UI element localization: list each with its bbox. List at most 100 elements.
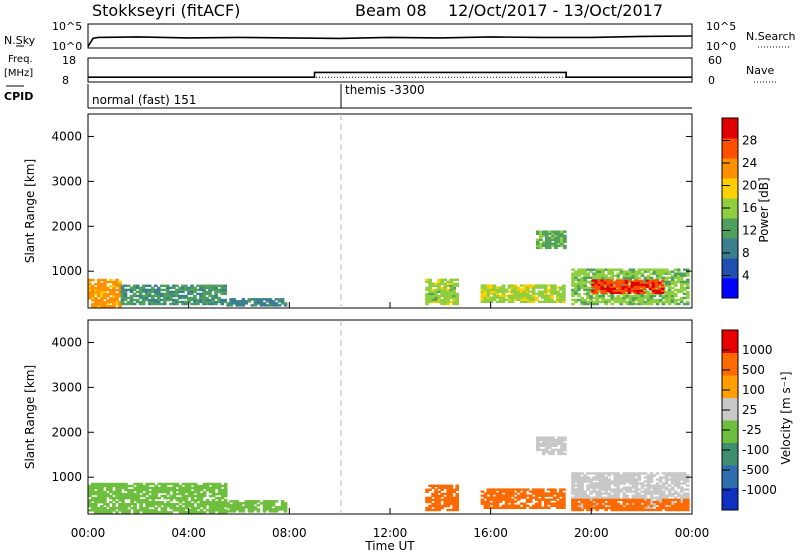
heatmap-cell	[583, 270, 587, 273]
heatmap-cell	[649, 494, 654, 497]
heatmap-cell	[613, 504, 618, 508]
heatmap-cell	[452, 502, 456, 506]
heatmap-cell	[163, 298, 167, 302]
heatmap-cell	[166, 298, 170, 302]
heatmap-cell	[175, 300, 179, 304]
heatmap-cell	[580, 494, 584, 497]
heatmap-cell	[646, 498, 651, 502]
colorbar-swatch	[722, 178, 738, 199]
heatmap-cell	[640, 482, 645, 485]
heatmap-cell	[601, 502, 605, 505]
heatmap-cell	[184, 300, 188, 304]
heatmap-cell	[123, 292, 128, 296]
heatmap-cell	[639, 281, 644, 284]
cpid-mode-normal: normal (fast) 151	[92, 93, 196, 107]
heatmap-cell	[545, 244, 549, 248]
heatmap-cell	[589, 288, 593, 292]
heatmap-cell	[169, 507, 174, 510]
heatmap-cell	[673, 480, 678, 483]
heatmap-cell	[622, 472, 627, 475]
heatmap-cell	[580, 270, 584, 273]
heatmap-cell	[643, 496, 648, 499]
heatmap-cell	[604, 488, 608, 491]
heatmap-cell	[625, 472, 630, 475]
heatmap-cell	[607, 298, 611, 302]
heatmap-cell	[106, 299, 110, 302]
heatmap-cell	[166, 503, 171, 506]
heatmap-cell	[223, 511, 228, 514]
heatmap-cell	[544, 288, 548, 291]
heatmap-cell	[607, 484, 611, 487]
heatmap-cell	[531, 506, 536, 509]
heatmap-cell	[652, 486, 657, 489]
heatmap-cell	[428, 282, 432, 285]
heatmap-cell	[169, 494, 174, 498]
heatmap-cell	[172, 486, 177, 490]
heatmap-cell	[144, 284, 149, 287]
heatmap-cell	[649, 296, 654, 300]
heatmap-cell	[163, 296, 167, 300]
heatmap-cell	[440, 506, 444, 510]
heatmap-cell	[172, 300, 176, 304]
heatmap-cell	[145, 496, 149, 500]
heatmap-cell	[147, 298, 152, 302]
heatmap-cell	[157, 292, 161, 296]
x-tick-label: 16:00	[473, 526, 508, 540]
heatmap-cell	[118, 290, 122, 294]
heatmap-cell	[571, 500, 575, 504]
heatmap-cell	[682, 488, 687, 491]
heatmap-cell	[600, 291, 604, 294]
heatmap-cell	[646, 478, 651, 481]
heatmap-cell	[664, 290, 669, 294]
heatmap-cell	[664, 272, 669, 275]
heatmap-cell	[492, 296, 497, 299]
heatmap-cell	[654, 285, 659, 288]
heatmap-cell	[115, 301, 119, 304]
heatmap-cell	[271, 300, 276, 303]
heatmap-cell	[187, 484, 192, 488]
heatmap-cell	[160, 484, 165, 488]
y-tick-label: 3000	[51, 380, 82, 394]
heatmap-cell	[202, 290, 206, 294]
heatmap-cell	[193, 488, 198, 492]
heatmap-cell	[661, 296, 666, 300]
heatmap-cell	[625, 300, 630, 304]
heatmap-cell	[586, 486, 590, 489]
heatmap-cell	[604, 480, 608, 483]
heatmap-cell	[97, 295, 101, 298]
heatmap-cell	[682, 492, 687, 495]
heatmap-cell	[679, 290, 684, 294]
heatmap-cell	[525, 500, 530, 503]
heatmap-cell	[229, 508, 233, 511]
heatmap-cell	[542, 452, 546, 456]
heatmap-cell	[88, 284, 92, 288]
heatmap-cell	[247, 504, 252, 507]
heatmap-cell	[133, 509, 137, 512]
heatmap-cell	[196, 298, 200, 302]
heatmap-cell	[141, 302, 146, 306]
heatmap-cell	[214, 288, 218, 292]
heatmap-cell	[138, 300, 143, 304]
heatmap-cell	[175, 488, 180, 492]
heatmap-cell	[577, 298, 581, 302]
heatmap-cell	[631, 506, 636, 510]
heatmap-cell	[597, 287, 601, 290]
heatmap-cell	[169, 286, 173, 290]
heatmap-cell	[586, 472, 590, 475]
heatmap-cell	[115, 501, 119, 504]
heatmap-cell	[124, 503, 128, 506]
heatmap-cell	[190, 509, 195, 512]
heatmap-cell	[664, 486, 669, 489]
heatmap-cell	[607, 276, 611, 279]
heatmap-cell	[661, 498, 666, 502]
heatmap-cell	[574, 292, 578, 296]
heatmap-cell	[175, 290, 179, 294]
heatmap-cell	[190, 482, 195, 486]
heatmap-cell	[495, 294, 500, 297]
heatmap-cell	[250, 510, 255, 513]
heatmap-cell	[586, 506, 590, 510]
heatmap-cell	[446, 508, 450, 512]
heatmap-cell	[610, 508, 615, 512]
heatmap-cell	[449, 278, 453, 281]
heatmap-cell	[109, 488, 113, 492]
